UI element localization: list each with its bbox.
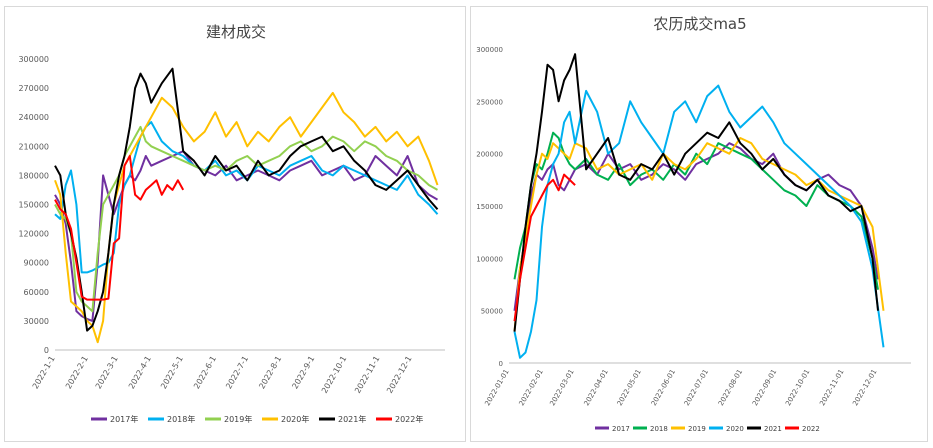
x-tick-label: 2022-05-01 bbox=[616, 368, 643, 407]
x-tick-label: 2022-06-01 bbox=[650, 368, 677, 407]
x-tick-label: 2022-2-1 bbox=[64, 355, 90, 391]
legend-entry: 2018年 bbox=[167, 414, 195, 424]
x-tick-label: 2022-4-1 bbox=[127, 355, 153, 391]
y-tick-label: 0 bbox=[499, 360, 503, 368]
x-tick-label: 2022-11-01 bbox=[818, 368, 845, 407]
series-line-2019 bbox=[513, 137, 885, 332]
y-tick-label: 90000 bbox=[24, 259, 49, 268]
chart-right-y-axis: 0 50000 100000 150000 200000 250000 300000 bbox=[476, 46, 503, 368]
y-tick-label: 120000 bbox=[18, 230, 49, 239]
x-tick-label: 2022-03-01 bbox=[548, 368, 575, 407]
y-tick-label: 210000 bbox=[18, 142, 49, 151]
y-tick-label: 150000 bbox=[476, 203, 503, 211]
y-tick-label: 300000 bbox=[476, 46, 503, 54]
x-tick-label: 2022-11-1 bbox=[353, 355, 381, 395]
x-tick-label: 2022-02-01 bbox=[518, 368, 545, 407]
y-tick-label: 60000 bbox=[24, 288, 49, 297]
legend-entry: 2019年 bbox=[224, 414, 252, 424]
chart-left-legend: 2017年 2018年 2019年 2020年 2021年 2022年 bbox=[91, 414, 423, 424]
chart-left-svg: 建材成交 0 30000 60000 90000 120000 150000 180000 2… bbox=[18, 23, 445, 424]
x-tick-label: 2022-07-01 bbox=[683, 368, 710, 407]
x-tick-label: 2022-01-01 bbox=[483, 368, 510, 407]
legend-entry: 2020年 bbox=[281, 414, 309, 424]
x-tick-label: 2022-04-01 bbox=[583, 368, 610, 407]
legend-entry: 2021 bbox=[764, 425, 782, 433]
series-line-2017 bbox=[513, 142, 879, 311]
y-tick-label: 250000 bbox=[476, 98, 503, 106]
x-tick-label: 2022-1-1 bbox=[31, 355, 57, 391]
series-line-2022年 bbox=[54, 155, 185, 301]
x-tick-label: 2022-08-01 bbox=[717, 368, 744, 407]
legend-entry: 2017 bbox=[612, 425, 630, 433]
chart-right-x-axis: 2022-01-01 2022-02-01 2022-03-01 2022-04-01… bbox=[483, 368, 878, 407]
chart-right-series bbox=[513, 53, 885, 359]
y-tick-label: 270000 bbox=[18, 84, 49, 93]
series-line-2020年 bbox=[54, 91, 439, 344]
y-tick-label: 30000 bbox=[24, 317, 49, 326]
x-tick-label: 2022-5-1 bbox=[159, 355, 185, 391]
series-line-2021年 bbox=[54, 67, 439, 332]
x-tick-label: 2022-3-1 bbox=[94, 355, 120, 391]
y-tick-label: 50000 bbox=[481, 308, 503, 316]
chart-left-y-axis: 0 30000 60000 90000 120000 150000 180000 210000… bbox=[18, 55, 49, 355]
x-tick-label: 2022-10-01 bbox=[784, 368, 811, 407]
series-line-2020 bbox=[513, 84, 885, 359]
legend-entry: 2017年 bbox=[110, 414, 138, 424]
y-tick-label: 200000 bbox=[476, 151, 503, 159]
x-tick-label: 2022-10-1 bbox=[320, 355, 348, 395]
series-line-2021 bbox=[513, 53, 879, 332]
chart-left-title: 建材成交 bbox=[206, 23, 266, 41]
x-tick-label: 2022-6-1 bbox=[192, 355, 218, 391]
legend-entry: 2018 bbox=[650, 425, 668, 433]
legend-entry: 2021年 bbox=[338, 414, 366, 424]
x-tick-label: 2022-09-01 bbox=[751, 368, 778, 407]
chart-panel-left: 建材成交 0 30000 60000 90000 120000 150000 180000 2… bbox=[4, 6, 466, 442]
chart-panel-right: 农历成交ma5 0 50000 100000 150000 200000 250000 30… bbox=[470, 6, 928, 442]
x-tick-label: 2022-12-01 bbox=[851, 368, 878, 407]
chart-right-legend: 2017 2018 2019 2020 2021 2022 bbox=[595, 425, 820, 433]
y-tick-label: 240000 bbox=[18, 113, 49, 122]
y-tick-label: 180000 bbox=[18, 171, 49, 180]
x-tick-label: 2022-9-1 bbox=[290, 355, 316, 391]
legend-entry: 2022年 bbox=[395, 414, 423, 424]
chart-right-svg: 农历成交ma5 0 50000 100000 150000 200000 250000 30… bbox=[476, 15, 911, 433]
y-tick-label: 150000 bbox=[18, 201, 49, 210]
legend-entry: 2022 bbox=[802, 425, 820, 433]
y-tick-label: 100000 bbox=[476, 255, 503, 263]
legend-entry: 2019 bbox=[688, 425, 706, 433]
x-tick-label: 2022-12-1 bbox=[385, 355, 413, 395]
series-line-2018 bbox=[513, 131, 879, 290]
chart-left-x-axis: 2022-1-1 2022-2-1 2022-3-1 2022-4-1 2022-5-1… bbox=[31, 355, 414, 395]
series-line-2022 bbox=[513, 173, 576, 322]
y-tick-label: 0 bbox=[44, 346, 49, 355]
legend-entry: 2020 bbox=[726, 425, 744, 433]
chart-right-title: 农历成交ma5 bbox=[653, 15, 746, 33]
x-tick-label: 2022-8-1 bbox=[257, 355, 283, 391]
x-tick-label: 2022-7-1 bbox=[224, 355, 250, 391]
series-line-2017年 bbox=[54, 150, 438, 322]
chart-left-series bbox=[54, 67, 439, 344]
y-tick-label: 300000 bbox=[18, 55, 49, 64]
